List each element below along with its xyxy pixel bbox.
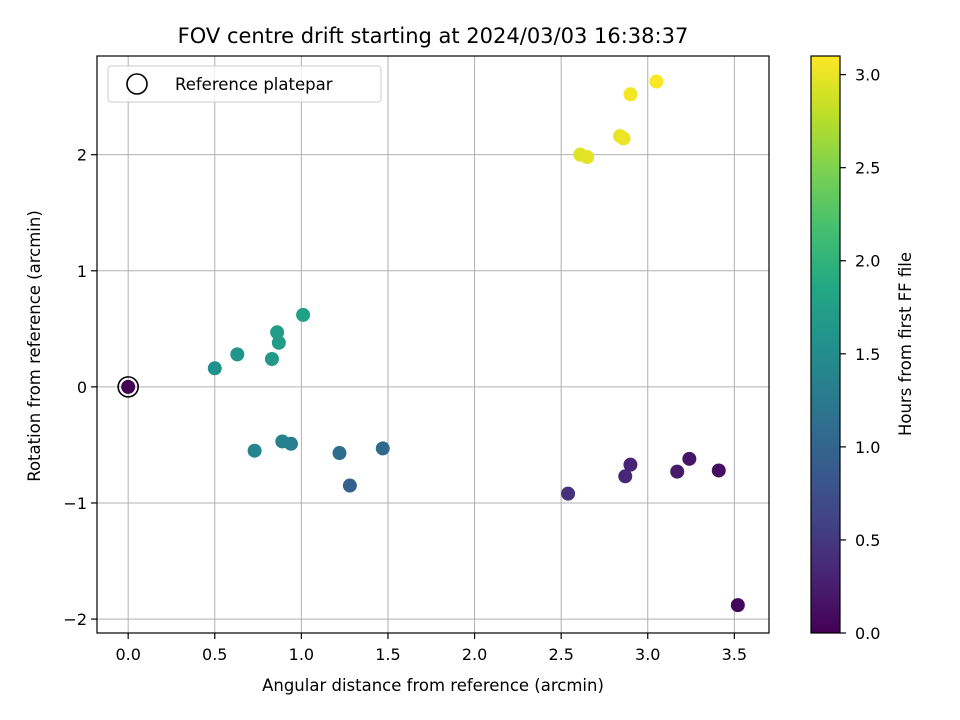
x-tick-label: 2.5 — [548, 645, 573, 664]
data-point — [247, 443, 262, 458]
data-point — [730, 598, 745, 613]
data-point — [264, 352, 279, 367]
data-point — [375, 441, 390, 456]
data-point — [670, 464, 685, 479]
legend-box — [107, 65, 382, 103]
legend: Reference platepar — [107, 65, 382, 103]
colorbar-tick-label: 1.5 — [855, 345, 880, 364]
data-point — [271, 335, 286, 350]
colorbar-gradient — [810, 55, 841, 634]
data-point — [616, 131, 631, 146]
data-point — [275, 434, 290, 449]
data-point — [618, 469, 633, 484]
axes-frame — [96, 55, 770, 634]
x-tick-label: 1.5 — [375, 645, 400, 664]
colorbar-tick-label: 2.0 — [855, 252, 880, 271]
colorbar-tick-label: 3.0 — [855, 66, 880, 85]
data-point — [230, 347, 245, 362]
colorbar-tick-label: 2.5 — [855, 159, 880, 178]
data-point — [270, 325, 285, 340]
colorbar-tick-label: 1.0 — [855, 438, 880, 457]
data-point — [332, 446, 347, 461]
x-tick-label: 3.0 — [635, 645, 660, 664]
y-tick-label: 2 — [77, 146, 87, 165]
legend-label: Reference platepar — [175, 75, 333, 94]
x-tick-label: 2.0 — [462, 645, 487, 664]
data-point — [580, 150, 595, 165]
legend-marker — [126, 73, 148, 95]
colorbar: 0.0 0.5 1.0 1.5 2.0 2.5 3.0 — [810, 55, 880, 643]
x-tick-label: 0.5 — [202, 645, 227, 664]
reference-marker — [117, 376, 139, 398]
y-axis-title: Rotation from reference (arcmin) — [25, 210, 44, 482]
data-point — [649, 74, 664, 89]
x-tick-label: 1.0 — [289, 645, 314, 664]
colorbar-tick-label: 0.5 — [855, 531, 880, 550]
x-tick-label: 0.0 — [115, 645, 140, 664]
y-tick-label: 1 — [77, 262, 87, 281]
chart-title: FOV centre drift starting at 2024/03/03 … — [178, 24, 689, 48]
x-tick-label: 3.5 — [722, 645, 747, 664]
data-point — [682, 451, 697, 466]
colorbar-title: Hours from first FF file — [896, 252, 915, 436]
data-point — [121, 379, 136, 394]
y-tick-label: −2 — [63, 610, 87, 629]
y-tick-label: 0 — [77, 378, 87, 397]
x-axis-title: Angular distance from reference (arcmin) — [262, 676, 604, 695]
colorbar-tick-label: 0.0 — [855, 624, 880, 643]
y-tick-label: −1 — [63, 494, 87, 513]
data-point — [296, 307, 311, 322]
data-point — [623, 457, 638, 472]
data-point — [623, 87, 638, 102]
data-point — [561, 486, 576, 501]
data-point — [342, 478, 357, 493]
data-point — [711, 463, 726, 478]
plot-area: 0.0 0.5 1.0 1.5 2.0 2.5 3.0 3.5 −2 −1 0 1 2 — [63, 55, 770, 664]
data-point — [207, 361, 222, 376]
